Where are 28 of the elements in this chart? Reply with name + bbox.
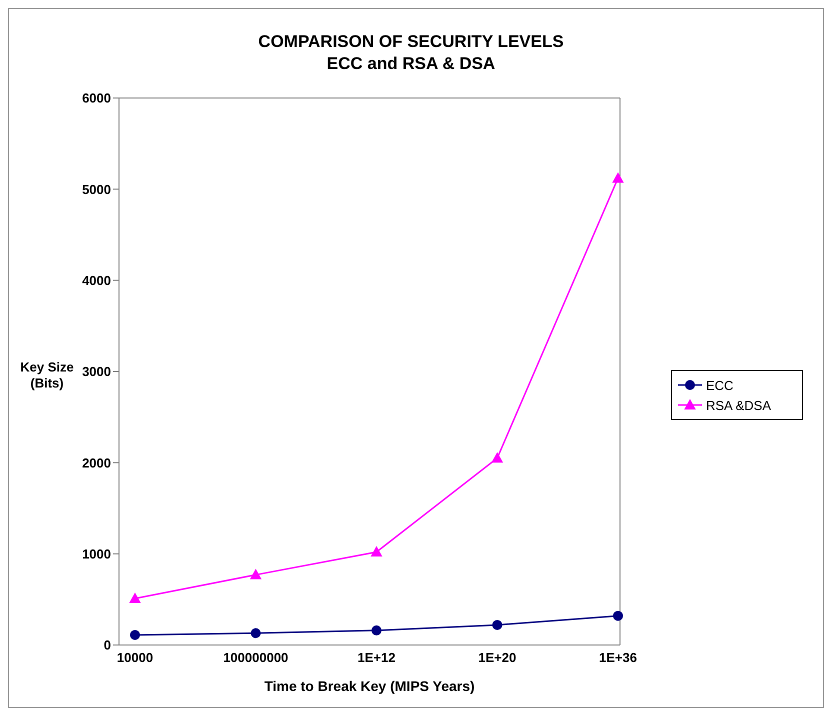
point <box>613 610 623 621</box>
point <box>371 546 382 557</box>
point <box>130 593 140 604</box>
x-tick-label: 10000 <box>116 650 154 666</box>
x-tick-label: 1E+20 <box>478 650 516 666</box>
point <box>372 625 382 636</box>
chart-title: COMPARISON OF SECURITY LEVELS <box>257 31 565 53</box>
y-tick-label: 2000 <box>82 455 111 470</box>
point <box>250 628 261 638</box>
legend-label: RSA &DSA <box>706 398 772 412</box>
point <box>612 172 624 183</box>
x-tick-label: 100000000 <box>223 650 288 666</box>
chart-subtitle: ECC and RSA & DSA <box>326 53 496 75</box>
point <box>492 620 502 630</box>
legend-label: ECC <box>706 378 734 392</box>
point <box>492 452 503 463</box>
x-tick-label: 1E+36 <box>599 650 637 666</box>
y-tick-label: 6000 <box>82 90 111 106</box>
y-tick-label: 4000 <box>82 272 111 288</box>
point <box>130 630 140 640</box>
y-tick-label: 1000 <box>82 546 111 562</box>
y-axis-title: Key Size (Bits) <box>20 360 74 390</box>
x-tick-label: 1E+12 <box>358 650 396 666</box>
x-axis-title: Time to Break Key (MIPS Years) <box>264 678 475 694</box>
y-tick-label: 5000 <box>82 182 111 197</box>
point <box>250 569 262 580</box>
y-tick-label: 0 <box>104 638 111 653</box>
y-tick-label: 3000 <box>82 364 111 380</box>
